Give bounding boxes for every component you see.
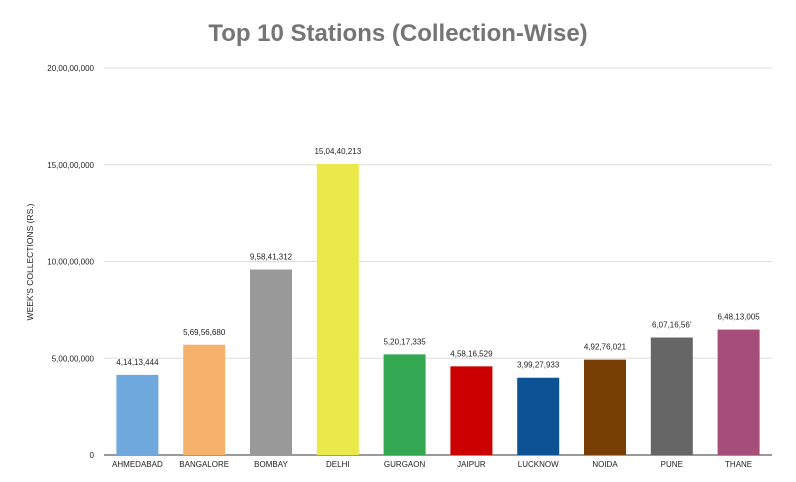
bar-lucknow [517, 377, 560, 455]
x-tick-label: JAIPUR [457, 460, 486, 469]
x-tick-label: PUNE [661, 460, 683, 469]
y-tick-label: 15,00,00,000 [47, 161, 94, 170]
bar-noida [584, 359, 626, 455]
data-label: 5,20,17,335 [383, 337, 426, 346]
x-tick-label: LUCKNOW [518, 460, 559, 469]
x-tick-label: THANE [725, 460, 752, 469]
data-label: 5,69,56,680 [183, 328, 226, 337]
data-label: 3,99,27,933 [517, 361, 560, 370]
y-axis-label: WEEK'S COLLECTIONS (RS.) [25, 203, 35, 320]
bar-gurgaon [383, 354, 426, 455]
bar-pune [650, 337, 693, 455]
x-tick-label: NOIDA [592, 460, 618, 469]
data-label: 4,92,76,021 [584, 343, 627, 352]
x-tick-label: GURGAON [384, 460, 426, 469]
data-label: 9,58,41,312 [250, 253, 293, 262]
y-axis-ticks: 0 5,00,00,000 10,00,00,000 15,00,00,000 20,0… [47, 64, 94, 460]
bar-ahmedabad [116, 374, 159, 455]
bar-delhi [316, 163, 359, 455]
chart-title: Top 10 Stations (Collection-Wise) [208, 20, 588, 47]
data-label: 6,07,16,56’ [652, 321, 692, 330]
x-tick-label: AHMEDABAD [112, 460, 163, 469]
data-label: 4,14,13,444 [116, 358, 159, 367]
x-tick-label: DELHI [326, 460, 350, 469]
bar-thane [717, 329, 760, 455]
x-axis-ticks: AHMEDABAD BANGALORE BOMBAY DELHI GURGAON JAIP… [112, 460, 752, 469]
bar-bangalore [183, 344, 226, 455]
y-tick-label: 10,00,00,000 [47, 258, 94, 267]
data-label: 4,58,16,529 [450, 349, 493, 358]
x-tick-label: BANGALORE [179, 460, 229, 469]
y-tick-label: 5,00,00,000 [52, 354, 95, 363]
data-label: 6,48,13,005 [717, 313, 760, 322]
bars: 4,14,13,444 5,69,56,680 9,58,41,312 15,04,4… [116, 147, 760, 455]
data-label: 15,04,40,213 [314, 147, 361, 156]
y-tick-label: 0 [90, 451, 95, 460]
x-tick-label: BOMBAY [254, 460, 288, 469]
bar-bombay [250, 269, 292, 455]
bar-jaipur [450, 366, 493, 455]
y-tick-label: 20,00,00,000 [47, 64, 94, 73]
